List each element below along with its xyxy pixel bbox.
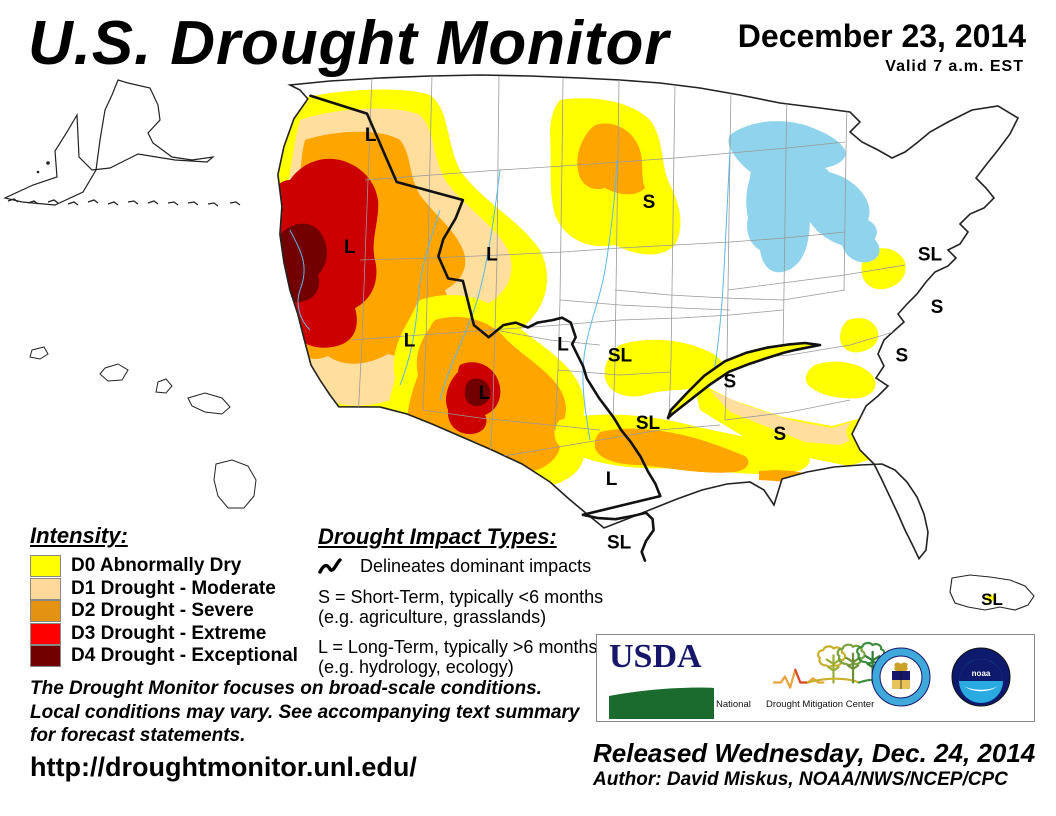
svg-text:S: S <box>896 346 909 367</box>
svg-text:S: S <box>723 372 736 393</box>
svg-text:USDA: USDA <box>609 638 702 675</box>
svg-text:L: L <box>557 334 569 355</box>
svg-text:L: L <box>606 469 618 490</box>
svg-text:Drought Mitigation Center: Drought Mitigation Center <box>766 699 874 710</box>
svg-text:L: L <box>404 331 416 352</box>
svg-text:SL: SL <box>918 245 943 266</box>
svg-text:SL: SL <box>981 590 1003 609</box>
svg-text:SL: SL <box>608 346 633 367</box>
svg-text:L: L <box>486 245 498 266</box>
svg-text:S: S <box>931 297 944 318</box>
svg-text:L: L <box>479 383 491 404</box>
svg-text:S: S <box>774 424 787 445</box>
svg-text:L: L <box>365 125 377 146</box>
svg-text:noaa: noaa <box>972 669 991 678</box>
svg-text:L: L <box>344 237 356 258</box>
svg-text:SL: SL <box>636 413 661 434</box>
svg-text:S: S <box>643 192 656 213</box>
svg-text:National: National <box>716 699 751 710</box>
